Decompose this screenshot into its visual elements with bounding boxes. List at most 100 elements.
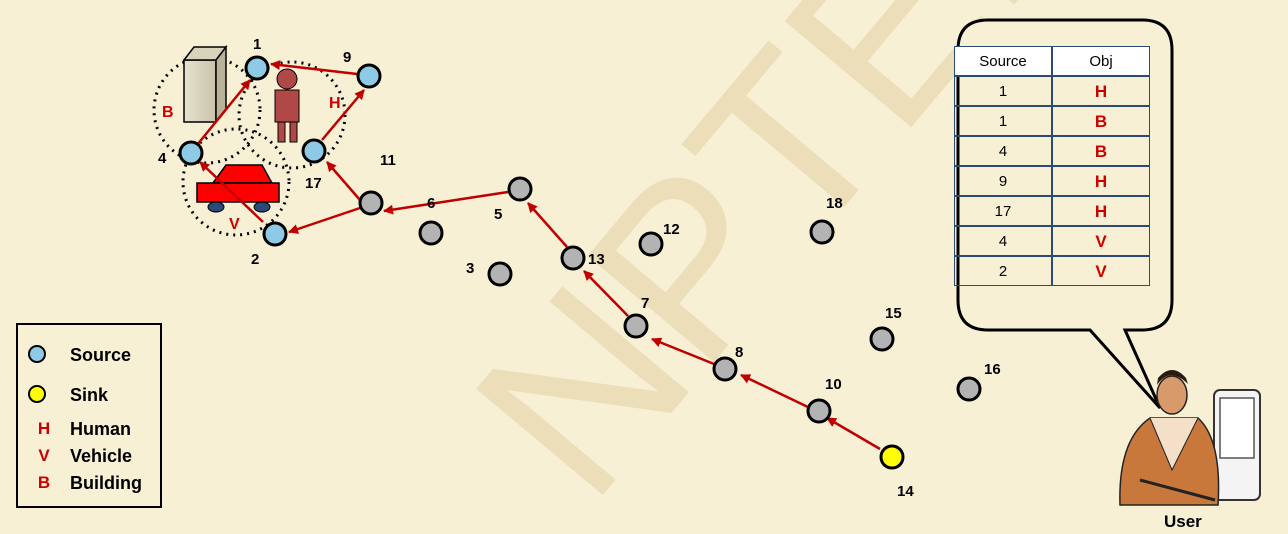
table-row: 17 H (954, 196, 1150, 226)
node-12 (638, 231, 664, 257)
cell-obj: H (1052, 196, 1150, 226)
node-6 (418, 220, 444, 246)
node-11 (358, 190, 384, 216)
node-17 (301, 138, 327, 164)
vehicle-icon (196, 164, 280, 213)
header-source: Source (954, 46, 1052, 76)
node-label-6: 6 (427, 195, 435, 212)
speech-bubble (956, 18, 1174, 410)
node-label-15: 15 (885, 305, 902, 322)
legend-symbol: H (37, 419, 51, 438)
legend-symbol: B (37, 473, 51, 492)
node-5 (507, 176, 533, 202)
human-label: H (329, 95, 341, 112)
node-4 (178, 140, 204, 166)
sensing-range-vehicle (181, 127, 291, 237)
node-14 (879, 444, 905, 470)
cell-obj: H (1052, 166, 1150, 196)
edge-2-4 (199, 161, 264, 223)
node-label-4: 4 (158, 150, 167, 167)
edge-5-11 (383, 190, 509, 215)
sensing-range-human (237, 60, 347, 170)
legend: Source Sink H Human V Vehicle B Building (16, 323, 162, 508)
edge-17-9 (321, 89, 365, 141)
node-label-17: 17 (305, 175, 322, 192)
cell-obj: B (1052, 136, 1150, 166)
node-9 (356, 63, 382, 89)
cell-obj: V (1052, 256, 1150, 286)
node-1 (244, 55, 270, 81)
edge-11-17 (326, 161, 361, 201)
node-3 (487, 261, 513, 287)
node-7 (623, 313, 649, 339)
edge-11-2 (288, 206, 361, 234)
edge-10-8 (740, 373, 811, 410)
cell-obj: B (1052, 106, 1150, 136)
node-label-14: 14 (897, 483, 914, 500)
legend-item-source: Source (18, 343, 164, 369)
cell-obj: V (1052, 226, 1150, 256)
node-label-16: 16 (984, 361, 1001, 378)
legend-text: Sink (70, 385, 109, 405)
human-icon (274, 68, 300, 143)
node-10 (806, 398, 832, 424)
node-label-11: 11 (380, 152, 396, 169)
node-label-10: 10 (825, 376, 842, 393)
edge-13-5 (527, 202, 568, 248)
node-label-3: 3 (466, 260, 474, 277)
node-15 (869, 326, 895, 352)
node-18 (809, 219, 835, 245)
legend-text: Source (70, 345, 132, 365)
header-obj: Obj (1052, 46, 1150, 76)
sensing-range-building (152, 55, 262, 165)
legend-item-human: H Human (18, 417, 164, 443)
legend-item-building: B Building (18, 471, 164, 497)
legend-text: Human (70, 419, 132, 439)
node-13 (560, 245, 586, 271)
table-header: Source Obj (954, 46, 1150, 76)
node-2 (262, 221, 288, 247)
node-label-2: 2 (251, 251, 259, 268)
sink-dot-icon (28, 385, 46, 403)
cell-obj: H (1052, 76, 1150, 106)
edge-7-13 (583, 270, 629, 317)
user-label: User (1164, 512, 1202, 531)
node-label-13: 13 (588, 251, 605, 268)
node-label-8: 8 (735, 344, 743, 361)
cell-source: 1 (954, 76, 1052, 106)
cell-source: 2 (954, 256, 1052, 286)
node-8 (712, 356, 738, 382)
cell-source: 4 (954, 226, 1052, 256)
building-label: B (162, 104, 174, 121)
cell-source: 4 (954, 136, 1052, 166)
source-dot-icon (28, 345, 46, 363)
legend-symbol: V (38, 446, 50, 465)
building-icon (182, 44, 228, 125)
edge-14-10 (826, 416, 881, 451)
vehicle-label: V (229, 216, 240, 233)
edge-9-1 (270, 60, 358, 76)
legend-item-vehicle: V Vehicle (18, 444, 164, 470)
cell-source: 17 (954, 196, 1052, 226)
cell-source: 1 (954, 106, 1052, 136)
legend-text: Building (70, 473, 142, 493)
node-label-12: 12 (663, 221, 680, 238)
edge-8-7 (651, 337, 715, 366)
node-label-7: 7 (641, 295, 649, 312)
node-label-9: 9 (343, 49, 351, 66)
node-label-5: 5 (494, 206, 502, 223)
node-label-1: 1 (253, 36, 261, 53)
user-icon (1119, 370, 1261, 506)
legend-text: Vehicle (70, 446, 133, 466)
edge-4-1 (196, 79, 251, 146)
cell-source: 9 (954, 166, 1052, 196)
node-16 (956, 376, 982, 402)
